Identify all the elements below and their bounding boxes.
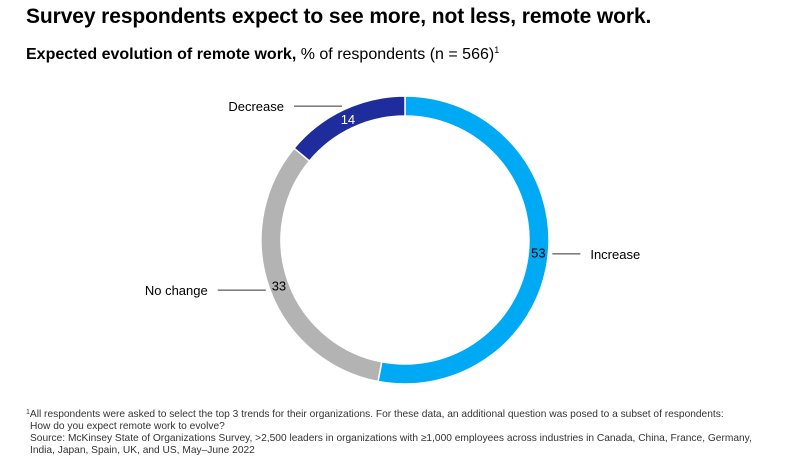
subtitle-bold: Expected evolution of remote work, — [26, 46, 297, 63]
value-label-no-change: 33 — [272, 278, 286, 293]
subtitle-rest: % of respondents (n = 566) — [300, 46, 495, 63]
footnote-note-line2: How do you expect remote work to evolve? — [30, 421, 225, 432]
footnote-note-line1: All respondents were asked to select the… — [29, 409, 724, 420]
footnote-mark: 1 — [26, 409, 30, 416]
donut-chart: 53 Increase 33 No change 14 Decrease — [145, 95, 640, 385]
slice-increase — [377, 95, 550, 385]
slice-no-change — [260, 147, 383, 383]
category-label-increase: Increase — [590, 247, 640, 262]
donut-slices — [260, 95, 550, 385]
value-label-increase: 53 — [531, 246, 545, 261]
slice-decrease — [292, 95, 406, 163]
category-label-decrease: Decrease — [228, 99, 284, 114]
subtitle-footnote-mark: 1 — [494, 45, 500, 55]
footnotes: 1All respondents were asked to select th… — [26, 407, 796, 457]
leader-lines — [217, 105, 581, 291]
source-line1: Source: McKinsey State of Organizations … — [30, 433, 752, 444]
footnote-note: 1All respondents were asked to select th… — [26, 409, 724, 420]
source-line2: India, Japan, Spain, UK, and US, May–Jun… — [30, 445, 255, 456]
value-label-decrease: 14 — [341, 112, 355, 127]
category-label-no-change: No change — [145, 283, 208, 298]
chart-title: Survey respondents expect to see more, n… — [26, 5, 652, 28]
chart-labels: 53 Increase 33 No change 14 Decrease — [145, 99, 640, 298]
chart-subtitle: Expected evolution of remote work, % of … — [26, 45, 499, 64]
